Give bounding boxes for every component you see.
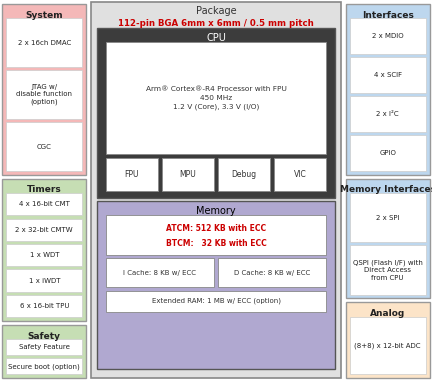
Text: CGC: CGC bbox=[37, 144, 52, 150]
Text: 4 x 16-bit CMT: 4 x 16-bit CMT bbox=[19, 201, 70, 207]
Bar bbox=[346, 4, 430, 175]
Bar bbox=[106, 42, 326, 154]
Bar bbox=[350, 245, 426, 294]
Bar bbox=[6, 18, 82, 67]
Text: 2 x MDIO: 2 x MDIO bbox=[372, 33, 403, 39]
Bar bbox=[6, 269, 82, 292]
Bar bbox=[350, 96, 426, 132]
Bar bbox=[6, 193, 82, 215]
Bar bbox=[2, 4, 86, 175]
Bar bbox=[106, 158, 158, 191]
Text: JTAG w/
disable function
(option): JTAG w/ disable function (option) bbox=[16, 84, 72, 105]
Text: Arm® Cortex®-R4 Processor with FPU
450 MHz
1.2 V (Core), 3.3 V (I/O): Arm® Cortex®-R4 Processor with FPU 450 M… bbox=[146, 86, 286, 109]
Text: D Cache: 8 KB w/ ECC: D Cache: 8 KB w/ ECC bbox=[234, 270, 310, 276]
Text: FPU: FPU bbox=[124, 170, 139, 179]
Bar bbox=[162, 158, 214, 191]
Bar bbox=[346, 302, 430, 378]
Bar bbox=[218, 258, 326, 287]
Bar bbox=[6, 218, 82, 241]
Text: 1 x iWDT: 1 x iWDT bbox=[29, 278, 60, 283]
Text: ATCM: 512 KB with ECC: ATCM: 512 KB with ECC bbox=[166, 224, 266, 233]
Text: GPIO: GPIO bbox=[379, 150, 396, 156]
Text: Analog: Analog bbox=[370, 309, 405, 318]
Text: CPU: CPU bbox=[206, 33, 226, 43]
Bar bbox=[106, 215, 326, 255]
Text: 2 x 16ch DMAC: 2 x 16ch DMAC bbox=[18, 40, 71, 46]
Text: 4 x SCIF: 4 x SCIF bbox=[374, 72, 402, 78]
Bar bbox=[274, 158, 326, 191]
Text: Interfaces: Interfaces bbox=[362, 11, 414, 20]
Bar bbox=[350, 57, 426, 93]
Bar bbox=[106, 258, 214, 287]
Bar bbox=[350, 193, 426, 242]
Bar bbox=[97, 28, 335, 198]
Bar bbox=[6, 70, 82, 119]
Bar bbox=[218, 158, 270, 191]
Bar bbox=[97, 201, 335, 369]
Bar bbox=[2, 325, 86, 378]
Bar bbox=[2, 179, 86, 321]
Bar bbox=[346, 179, 430, 298]
Text: 2 x SPI: 2 x SPI bbox=[376, 215, 400, 221]
Text: System: System bbox=[25, 11, 63, 20]
Text: Secure boot (option): Secure boot (option) bbox=[8, 363, 80, 370]
Text: I Cache: 8 KB w/ ECC: I Cache: 8 KB w/ ECC bbox=[124, 270, 196, 276]
Bar bbox=[6, 122, 82, 171]
Text: 2 x 32-bit CMTW: 2 x 32-bit CMTW bbox=[16, 227, 73, 233]
Bar bbox=[6, 244, 82, 266]
Text: Memory: Memory bbox=[196, 206, 236, 216]
Bar bbox=[350, 317, 426, 374]
Bar bbox=[6, 339, 82, 355]
Text: Memory Interfaces: Memory Interfaces bbox=[340, 185, 432, 195]
Text: Debug: Debug bbox=[232, 170, 257, 179]
Text: VIC: VIC bbox=[294, 170, 307, 179]
Text: BTCM:   32 KB with ECC: BTCM: 32 KB with ECC bbox=[165, 239, 267, 248]
Text: 1 x WDT: 1 x WDT bbox=[29, 252, 59, 258]
Text: Safety Feature: Safety Feature bbox=[19, 344, 70, 350]
Text: Timers: Timers bbox=[27, 185, 62, 195]
Text: MPU: MPU bbox=[180, 170, 196, 179]
Text: 2 x I²C: 2 x I²C bbox=[376, 111, 399, 117]
Bar bbox=[6, 358, 82, 374]
Text: 112-pin BGA 6mm x 6mm / 0.5 mm pitch: 112-pin BGA 6mm x 6mm / 0.5 mm pitch bbox=[118, 19, 314, 28]
Text: Extended RAM: 1 MB w/ ECC (option): Extended RAM: 1 MB w/ ECC (option) bbox=[152, 298, 280, 304]
Bar bbox=[91, 2, 341, 378]
Text: QSPI (Flash I/F) with
Direct Access
from CPU: QSPI (Flash I/F) with Direct Access from… bbox=[353, 259, 422, 281]
Text: (8+8) x 12-bit ADC: (8+8) x 12-bit ADC bbox=[355, 342, 421, 349]
Bar bbox=[6, 295, 82, 317]
Text: 6 x 16-bit TPU: 6 x 16-bit TPU bbox=[19, 303, 69, 309]
Text: Package: Package bbox=[196, 6, 236, 16]
Text: Safety: Safety bbox=[28, 332, 61, 341]
Bar bbox=[350, 18, 426, 54]
Bar bbox=[350, 135, 426, 171]
Bar bbox=[106, 291, 326, 312]
